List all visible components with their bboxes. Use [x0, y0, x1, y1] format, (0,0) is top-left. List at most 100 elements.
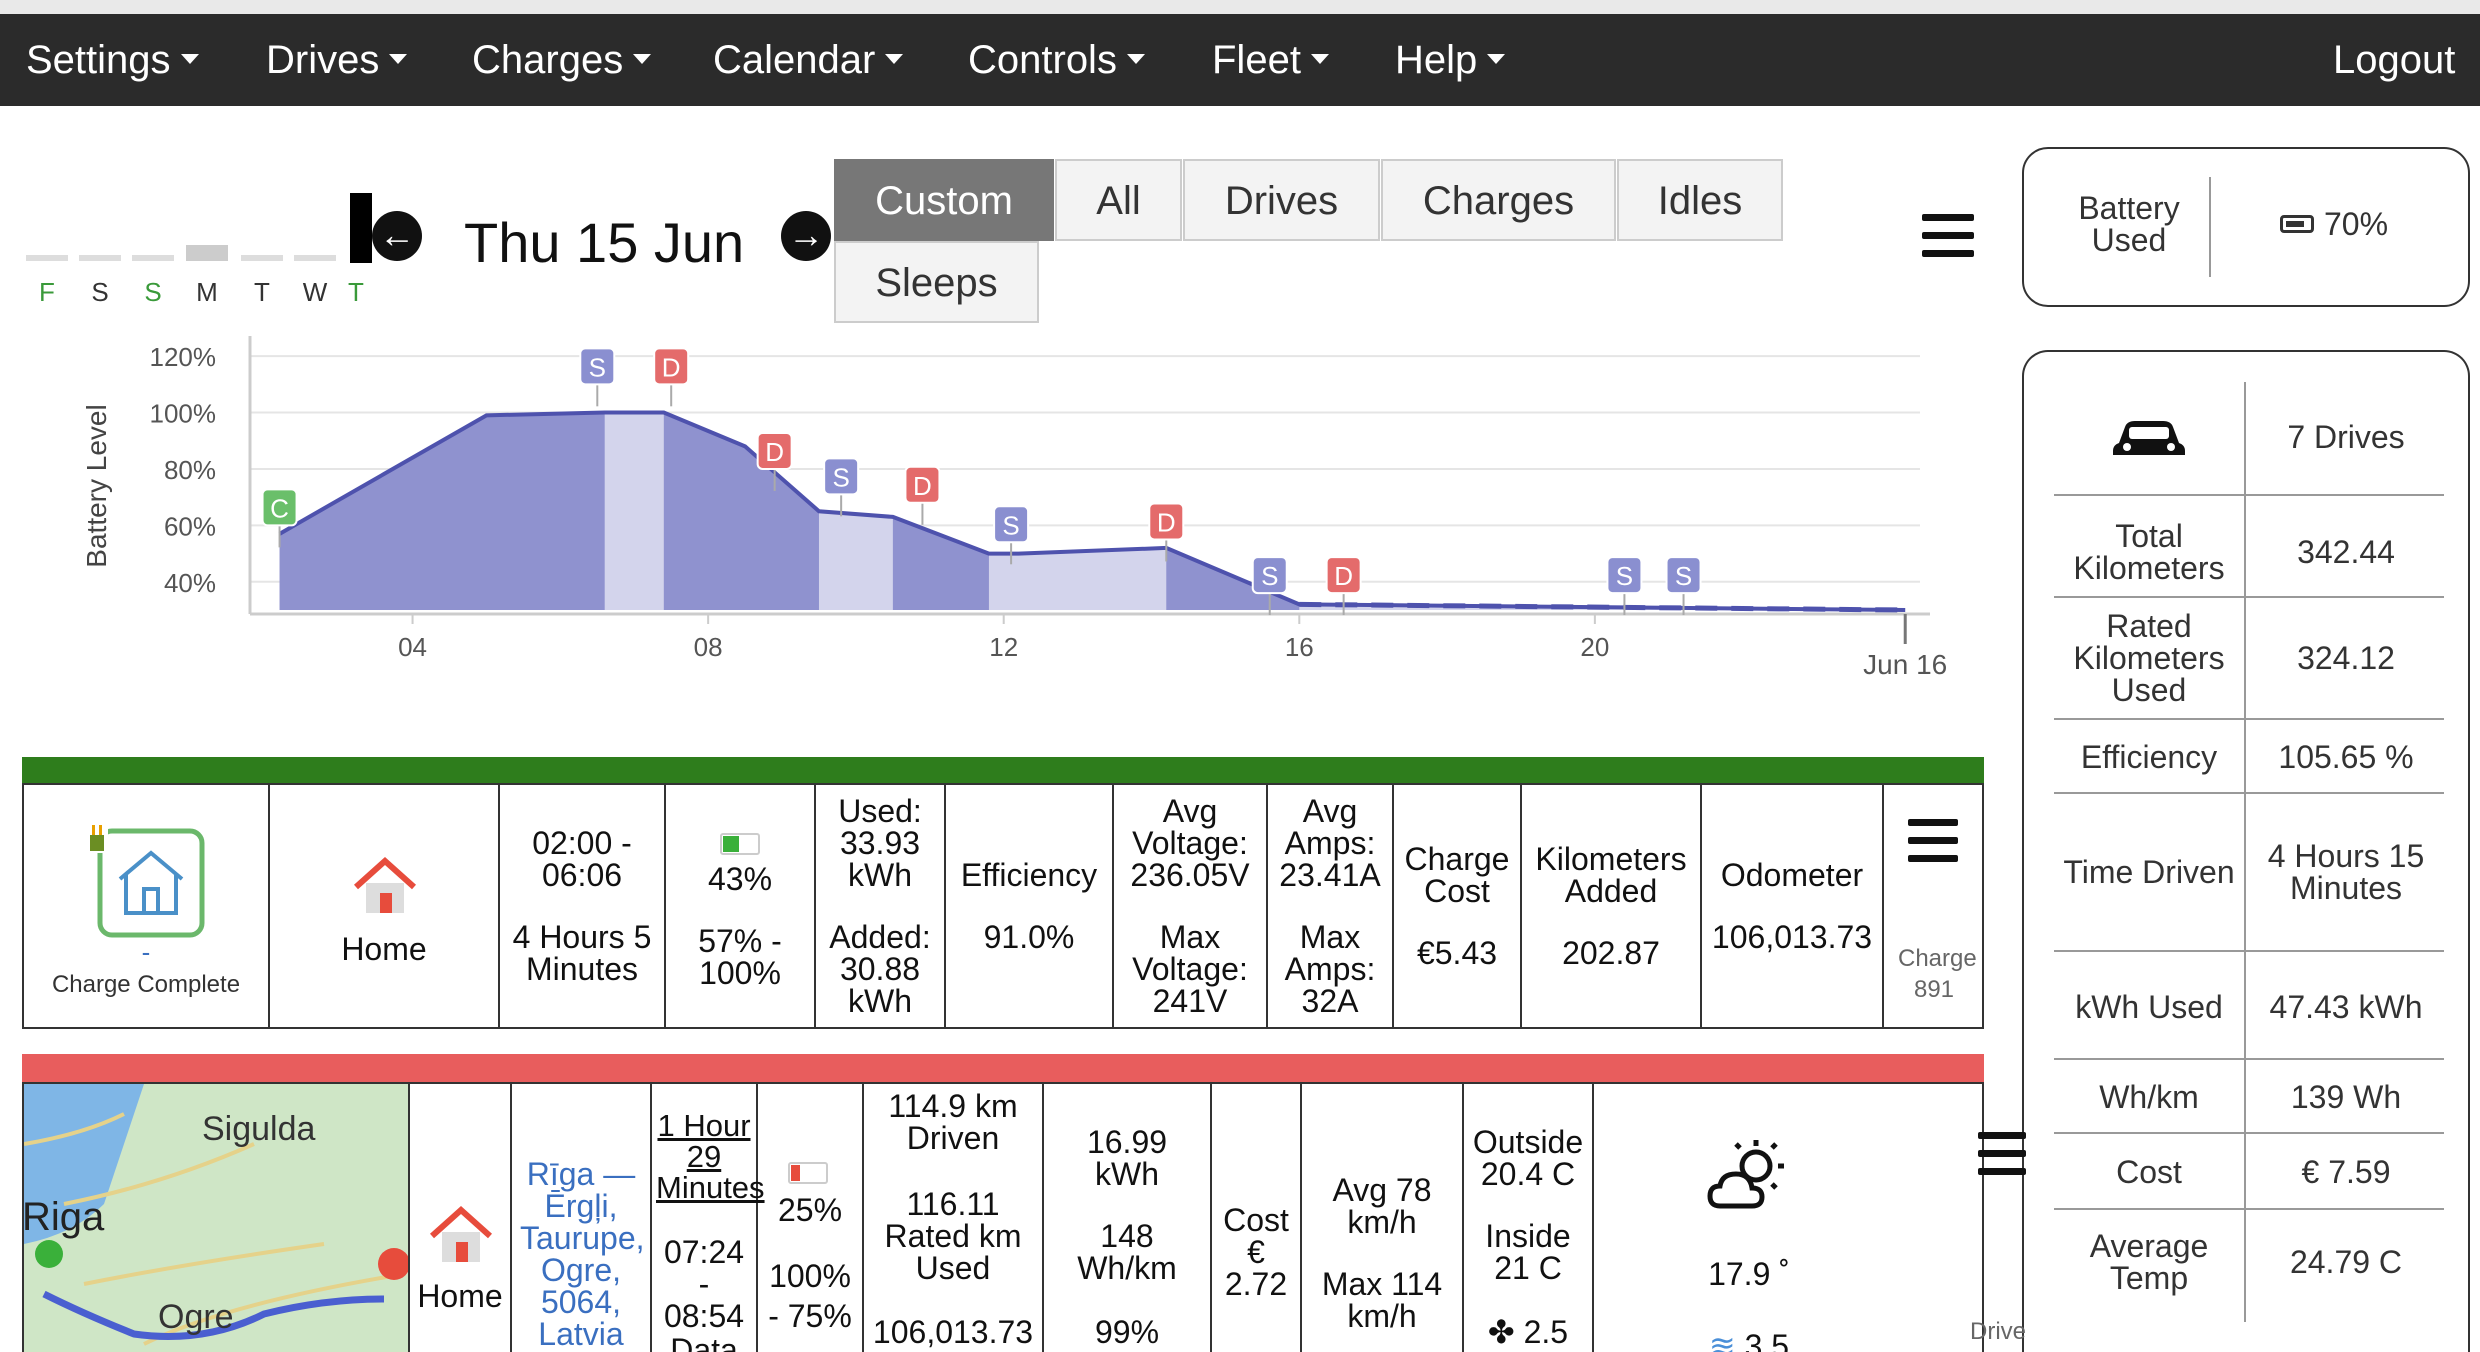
- drive-odometer: 106,013.73: [872, 1314, 1034, 1350]
- drive-route[interactable]: Rīga — Ērgļi, Taurupe, Ogre, 5064, Latvi…: [520, 1156, 645, 1352]
- drive-kwh: 16.99 kWh: [1086, 1124, 1168, 1192]
- arrow-right-icon: →: [788, 214, 824, 255]
- chevron-down-icon: [1487, 54, 1506, 65]
- drive-data-label[interactable]: Data: [670, 1332, 738, 1352]
- wind-icon: ≋: [1708, 1328, 1745, 1352]
- drive-avg-speed: Avg 78 km/h: [1332, 1172, 1432, 1240]
- event-marker: [1665, 556, 1702, 595]
- nav-calendar[interactable]: Calendar: [713, 14, 904, 106]
- week-bar[interactable]: [186, 245, 228, 261]
- charge-efficiency: 91.0%: [983, 919, 1075, 955]
- menu-icon[interactable]: [1922, 214, 1974, 268]
- drive-label[interactable]: Drive: [1970, 1318, 2027, 1345]
- charge-amps-cell: Avg Amps: 23.41A Max Amps: 32A: [1268, 785, 1394, 1027]
- charge-time-range: 02:00 - 06:06: [532, 825, 632, 893]
- filter-drives-button[interactable]: Drives: [1183, 159, 1380, 241]
- drives-count: 7 Drives: [2287, 419, 2405, 455]
- event-marker: [579, 347, 616, 386]
- drive-inside-temp: Inside 21 C: [1485, 1218, 1571, 1286]
- chevron-down-icon: [885, 54, 904, 65]
- drive-location[interactable]: Home: [417, 1278, 503, 1314]
- nav-controls[interactable]: Controls: [968, 14, 1145, 106]
- route-map[interactable]: Sigulda Riga Ogre: [24, 1084, 410, 1352]
- chevron-down-icon: [633, 54, 652, 65]
- drive-map-cell[interactable]: Sigulda Riga Ogre: [24, 1084, 410, 1352]
- drive-duration[interactable]: 1 Hour 29 Minutes: [656, 1108, 765, 1205]
- week-bar[interactable]: [132, 255, 174, 261]
- x-tick-label: Jun 16: [1863, 649, 1947, 680]
- drive-route-cell[interactable]: Rīga — Ērgļi, Taurupe, Ogre, 5064, Latvi…: [512, 1084, 652, 1352]
- event-marker: [261, 488, 298, 527]
- nav-fleet-label: Fleet: [1212, 38, 1301, 82]
- week-bar[interactable]: [294, 255, 336, 261]
- nav-settings[interactable]: Settings: [26, 14, 199, 106]
- drive-battery-pct: 25%: [777, 1192, 843, 1228]
- battery-chart: 120% 100% 80% 60% 40% Battery Level 04 08 12 16 20…: [60, 330, 1980, 700]
- event-marker-label: S: [1261, 561, 1278, 591]
- drive-rated-used: 116.11 Rated km Used: [884, 1186, 1022, 1286]
- nav-calendar-label: Calendar: [713, 38, 876, 82]
- arrow-left-icon: ←: [379, 214, 415, 255]
- x-tick-label: 04: [398, 632, 427, 662]
- charge-location[interactable]: Home: [341, 931, 427, 967]
- nav-charges[interactable]: Charges: [472, 14, 652, 106]
- nav-drives-label: Drives: [266, 38, 380, 82]
- nav-fleet[interactable]: Fleet: [1212, 14, 1329, 106]
- x-tick-label: 16: [1285, 632, 1314, 662]
- menu-icon[interactable]: [1978, 1132, 2026, 1186]
- prev-day-button[interactable]: ←: [372, 211, 422, 261]
- drive-battery-range: 100% - 75%: [768, 1258, 852, 1334]
- event-marker-label: S: [1616, 561, 1633, 591]
- filter-custom-button[interactable]: Custom: [834, 159, 1054, 241]
- drive-speed-cell: Avg 78 km/h Max 114 km/h: [1302, 1084, 1464, 1352]
- battery-line: [278, 410, 1906, 612]
- charge-battery-cell: 43% 57% - 100%: [666, 785, 816, 1027]
- x-tick-label: 20: [1580, 632, 1609, 662]
- partly-cloudy-icon: [1707, 1140, 1784, 1209]
- drive-row[interactable]: Sigulda Riga Ogre Home Rīga — Ērgļi, Tau…: [22, 1082, 1984, 1352]
- nav-settings-label: Settings: [26, 38, 171, 82]
- charge-odometer-cell: Odometer 106,013.73: [1702, 785, 1884, 1027]
- nav-controls-label: Controls: [968, 38, 1117, 82]
- home-icon: [353, 856, 417, 913]
- charge-location-cell: Home: [270, 785, 500, 1027]
- y-tick-label: 120%: [150, 342, 217, 372]
- stat-label: Efficiency: [2080, 739, 2218, 775]
- drive-weather-cell: 17.9 ˚ ≋ 3.5: [1594, 1084, 1904, 1352]
- event-marker-label: S: [589, 352, 606, 382]
- charge-status-cell: - Charge Complete: [24, 785, 270, 1027]
- drive-energy-cell: 16.99 kWh 148 Wh/km 99%: [1044, 1084, 1212, 1352]
- logout-link[interactable]: Logout: [2333, 38, 2456, 82]
- week-bar[interactable]: [26, 255, 68, 261]
- event-marker: [756, 431, 793, 470]
- filter-charges-button[interactable]: Charges: [1381, 159, 1616, 241]
- charge-km-label: Kilometers Added: [1535, 841, 1687, 909]
- filter-sleeps-button[interactable]: Sleeps: [834, 241, 1039, 323]
- battery-used-value-wrap: 70%: [2224, 179, 2444, 269]
- charge-odometer-label: Odometer: [1720, 857, 1864, 893]
- idle-line: [1299, 601, 1906, 613]
- filter-idles-button[interactable]: Idles: [1617, 159, 1783, 241]
- x-tick-label: 12: [989, 632, 1018, 662]
- nav-help-label: Help: [1395, 38, 1478, 82]
- menu-icon[interactable]: [1908, 819, 1958, 873]
- drive-battery-cell: 25% 100% - 75%: [758, 1084, 864, 1352]
- week-bar[interactable]: [79, 255, 121, 261]
- charge-status-label: Charge Complete: [51, 971, 241, 998]
- next-day-button[interactable]: →: [781, 211, 831, 261]
- drive-time-cell: 1 Hour 29 Minutes 07:24 - 08:54 Data: [652, 1084, 765, 1352]
- charge-energy-cell: Used: 33.93 kWh Added: 30.88 kWh: [816, 785, 946, 1027]
- nav-drives[interactable]: Drives: [266, 14, 408, 106]
- y-tick-label: 80%: [164, 455, 216, 485]
- charge-used: Used: 33.93 kWh: [838, 793, 922, 893]
- charge-efficiency-label: Efficiency: [960, 857, 1098, 893]
- stat-value: 4 Hours 15 Minutes: [2267, 838, 2425, 906]
- charge-number[interactable]: Charge 891: [1898, 945, 1977, 1004]
- filter-all-button[interactable]: All: [1055, 159, 1182, 241]
- week-bar[interactable]: [241, 255, 283, 261]
- fan-icon: ✤: [1487, 1314, 1524, 1350]
- charge-row[interactable]: - Charge Complete Home 02:00 - 06:06 4 H…: [22, 783, 1984, 1029]
- nav-help[interactable]: Help: [1395, 14, 1506, 106]
- charge-row-header: [22, 757, 1984, 783]
- drive-wind: ≋ 3.5: [1594, 1330, 1904, 1352]
